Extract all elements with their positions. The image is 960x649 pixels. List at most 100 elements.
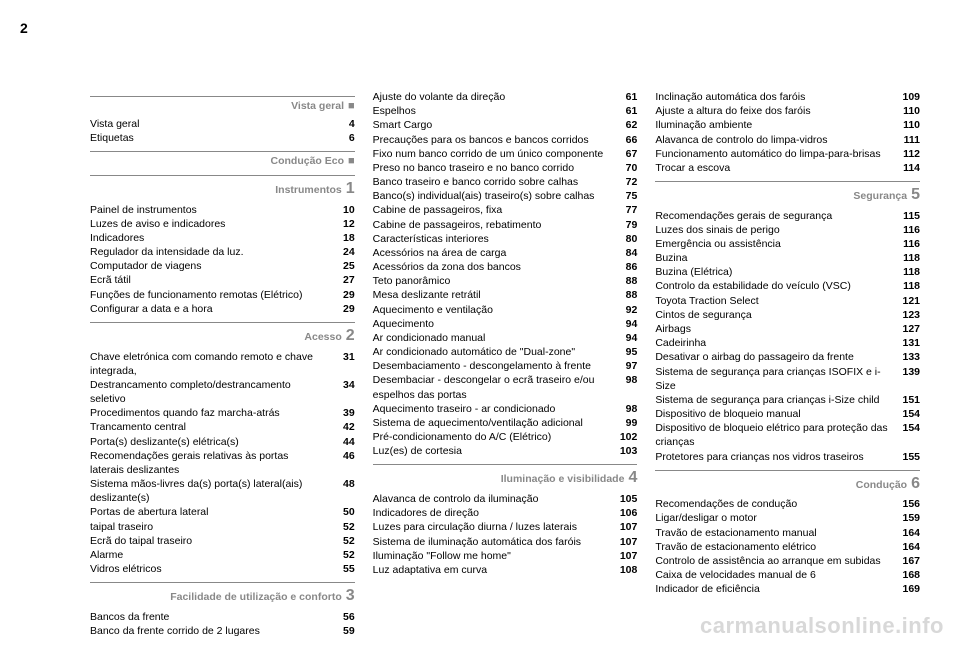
- section-header: Segurança5: [655, 184, 920, 206]
- section-title: Acesso: [304, 330, 341, 344]
- toc-entry-page: 29: [329, 288, 355, 302]
- watermark: carmanualsonline.info: [700, 613, 944, 639]
- toc-entry-label: Iluminação "Follow me home": [373, 549, 612, 563]
- toc-entry: Destrancamento completo/destrancamento s…: [90, 378, 355, 406]
- toc-entry: Alavanca de controlo da iluminação105: [373, 492, 638, 506]
- toc-entry: Alavanca de controlo do limpa-vidros111: [655, 133, 920, 147]
- toc-entry: Protetores para crianças nos vidros tras…: [655, 450, 920, 464]
- toc-entry-page: 109: [894, 90, 920, 104]
- toc-entry-label: Configurar a data e a hora: [90, 302, 329, 316]
- toc-entry-page: 102: [611, 430, 637, 444]
- toc-entry: Smart Cargo62: [373, 118, 638, 132]
- toc-entry-page: 92: [611, 303, 637, 317]
- toc-entry-page: 118: [894, 279, 920, 293]
- toc-entry-page: 164: [894, 526, 920, 540]
- toc-entry-page: 112: [894, 147, 920, 161]
- toc-entry-label: Desembaciamento - descongelamento à fren…: [373, 359, 612, 373]
- toc-entry-label: Toyota Traction Select: [655, 294, 894, 308]
- toc-entry: Computador de viagens25: [90, 259, 355, 273]
- toc-entry: Sistema de iluminação automática dos far…: [373, 535, 638, 549]
- toc-entry: Travão de estacionamento elétrico164: [655, 540, 920, 554]
- toc-entry-page: 110: [894, 104, 920, 118]
- toc-entry: Teto panorâmico88: [373, 274, 638, 288]
- toc-entry-label: Luzes dos sinais de perigo: [655, 223, 894, 237]
- toc-entry-label: Ligar/desligar o motor: [655, 511, 894, 525]
- toc-entry: Emergência ou assistência116: [655, 237, 920, 251]
- toc-entry: Aquecimento traseiro - ar condicionado98: [373, 402, 638, 416]
- toc-entry-page: 52: [329, 548, 355, 562]
- toc-entry-page: 111: [894, 133, 920, 147]
- toc-entry-label: Fixo num banco corrido de um único compo…: [373, 147, 612, 161]
- toc-entry: Ar condicionado automático de "Dual-zone…: [373, 345, 638, 359]
- toc-entry-label: Indicadores: [90, 231, 329, 245]
- toc-entry: Bancos da frente56: [90, 610, 355, 624]
- toc-entry: Ecrã tátil27: [90, 273, 355, 287]
- toc-entry-label: Cabine de passageiros, rebatimento: [373, 218, 612, 232]
- section-header: Condução Eco■: [90, 154, 355, 169]
- toc-entry-label: Desembaciar - descongelar o ecrã traseir…: [373, 373, 612, 401]
- toc-entry-label: Travão de estacionamento elétrico: [655, 540, 894, 554]
- toc-entry-label: Banco(s) individual(ais) traseiro(s) sob…: [373, 189, 612, 203]
- toc-entry: Ajuste a altura do feixe dos faróis110: [655, 104, 920, 118]
- toc-entry: Iluminação "Follow me home"107: [373, 549, 638, 563]
- section-title: Iluminação e visibilidade: [501, 472, 625, 486]
- toc-entry: Acessórios da zona dos bancos86: [373, 260, 638, 274]
- section-marker: 6: [911, 473, 920, 495]
- toc-entry-page: 164: [894, 540, 920, 554]
- toc-entry: Pré-condicionamento do A/C (Elétrico)102: [373, 430, 638, 444]
- toc-entry-page: 106: [611, 506, 637, 520]
- toc-entry: Portas de abertura lateral50: [90, 505, 355, 519]
- toc-entry-label: Porta(s) deslizante(s) elétrica(s): [90, 435, 329, 449]
- section-title: Instrumentos: [275, 183, 342, 197]
- toc-entry: Painel de instrumentos10: [90, 203, 355, 217]
- toc-entry-label: Ecrã tátil: [90, 273, 329, 287]
- section-header: Acesso 2: [90, 325, 355, 347]
- toc-entry: Banco traseiro e banco corrido sobre cal…: [373, 175, 638, 189]
- toc-entry: Desembaciamento - descongelamento à fren…: [373, 359, 638, 373]
- toc-entry-page: 105: [611, 492, 637, 506]
- toc-entry-page: 131: [894, 336, 920, 350]
- toc-entry-page: 6: [329, 131, 355, 145]
- toc-entry-label: Ecrã do taipal traseiro: [90, 534, 329, 548]
- toc-entry: Toyota Traction Select121: [655, 294, 920, 308]
- toc-entry: Luz(es) de cortesia103: [373, 444, 638, 458]
- section-header: Facilidade de utilização e conforto3: [90, 585, 355, 607]
- toc-entry-label: Banco traseiro e banco corrido sobre cal…: [373, 175, 612, 189]
- toc-entry: Características interiores80: [373, 232, 638, 246]
- toc-entry-label: Desativar o airbag do passageiro da fren…: [655, 350, 894, 364]
- toc-entry-page: 154: [894, 407, 920, 421]
- toc-entry: Regulador da intensidade da luz.24: [90, 245, 355, 259]
- toc-entry: Cadeirinha131: [655, 336, 920, 350]
- toc-entry: Configurar a data e a hora29: [90, 302, 355, 316]
- toc-entry-page: 151: [894, 393, 920, 407]
- toc-entry-page: 44: [329, 435, 355, 449]
- section-title: Facilidade de utilização e conforto: [170, 590, 342, 604]
- toc-entry: Procedimentos quando faz marcha-atrás39: [90, 406, 355, 420]
- section-header: Iluminação e visibilidade4: [373, 467, 638, 489]
- toc-entry-page: 86: [611, 260, 637, 274]
- toc-entry-page: 97: [611, 359, 637, 373]
- toc-entry-page: 114: [894, 161, 920, 175]
- toc-entry-page: 29: [329, 302, 355, 316]
- section-header: Instrumentos1: [90, 178, 355, 200]
- toc-entry: Espelhos61: [373, 104, 638, 118]
- toc-entry-label: Recomendações de condução: [655, 497, 894, 511]
- toc-entry-page: 59: [329, 624, 355, 638]
- section-marker: 2: [346, 325, 355, 347]
- toc-entry: Trocar a escova114: [655, 161, 920, 175]
- toc-entry-label: Bancos da frente: [90, 610, 329, 624]
- toc-entry: Ajuste do volante da direção61: [373, 90, 638, 104]
- section-marker: 5: [911, 184, 920, 206]
- toc-entry-page: 121: [894, 294, 920, 308]
- toc-entry-label: Acessórios na área de carga: [373, 246, 612, 260]
- toc-entry: Airbags127: [655, 322, 920, 336]
- toc-entry: Luzes dos sinais de perigo116: [655, 223, 920, 237]
- toc-entry-label: Inclinação automática dos faróis: [655, 90, 894, 104]
- toc-entry-label: Ajuste do volante da direção: [373, 90, 612, 104]
- section-rule: [90, 175, 355, 176]
- toc-entry: Indicador de eficiência169: [655, 582, 920, 596]
- toc-entry-page: 118: [894, 251, 920, 265]
- toc-entry-label: Protetores para crianças nos vidros tras…: [655, 450, 894, 464]
- toc-entry-page: 80: [611, 232, 637, 246]
- section-rule: [90, 151, 355, 152]
